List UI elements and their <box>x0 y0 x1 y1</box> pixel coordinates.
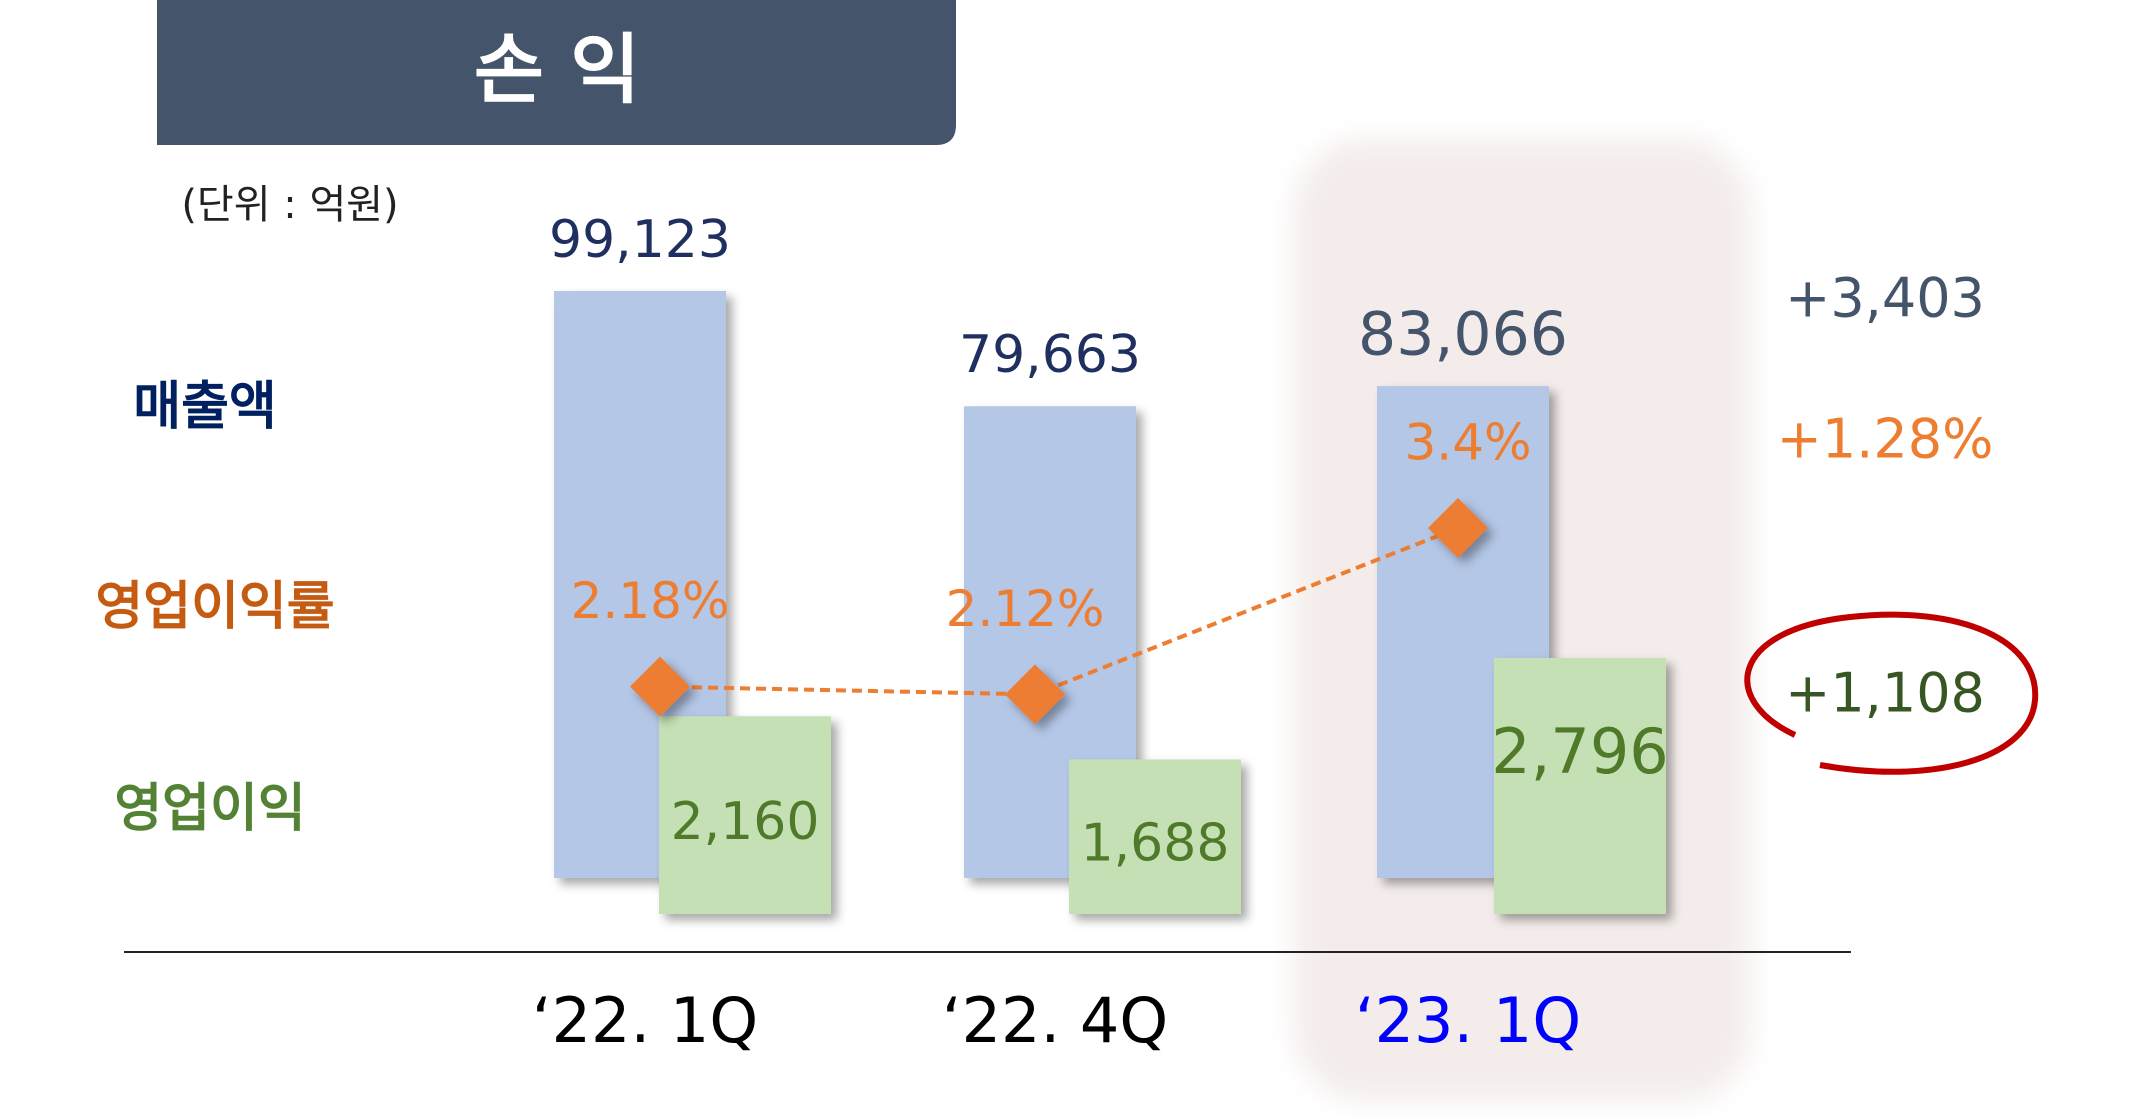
profit-label: 2,796 <box>1491 715 1669 788</box>
sales-label: 83,066 <box>1358 300 1568 370</box>
unit: (단위 : 억원) <box>181 182 398 228</box>
x-tick-label: ‘22. 1Q <box>532 984 758 1057</box>
profit-bar <box>659 716 831 914</box>
margin-point <box>1005 664 1065 725</box>
profit-label: 2,160 <box>671 792 820 852</box>
sales-label: 79,663 <box>959 325 1141 385</box>
title-box <box>157 0 956 145</box>
change-label: +1.28% <box>1777 408 1994 471</box>
row-label: 영업이익 <box>114 779 305 839</box>
profit-bar <box>1494 658 1666 914</box>
margin-label: 2.12% <box>946 580 1105 638</box>
margin-point <box>1428 498 1488 558</box>
sales-label: 99,123 <box>549 210 731 270</box>
margin-label: 3.4% <box>1404 414 1531 472</box>
change-label: +1,108 <box>1785 662 1985 725</box>
profit-label: 1,688 <box>1081 814 1230 874</box>
row-label: 영업이익률 <box>95 577 334 637</box>
profit-bar <box>1069 759 1241 914</box>
margin-point <box>630 656 690 717</box>
x-tick-label: ‘23. 1Q <box>1355 984 1581 1057</box>
title: 손 익 <box>474 25 640 114</box>
row-label: 매출액 <box>133 377 277 437</box>
change-label: +3,403 <box>1785 267 1985 330</box>
x-tick-label: ‘22. 4Q <box>942 984 1168 1057</box>
circle-annotation <box>1744 611 2039 775</box>
margin-label: 2.18% <box>571 572 730 630</box>
